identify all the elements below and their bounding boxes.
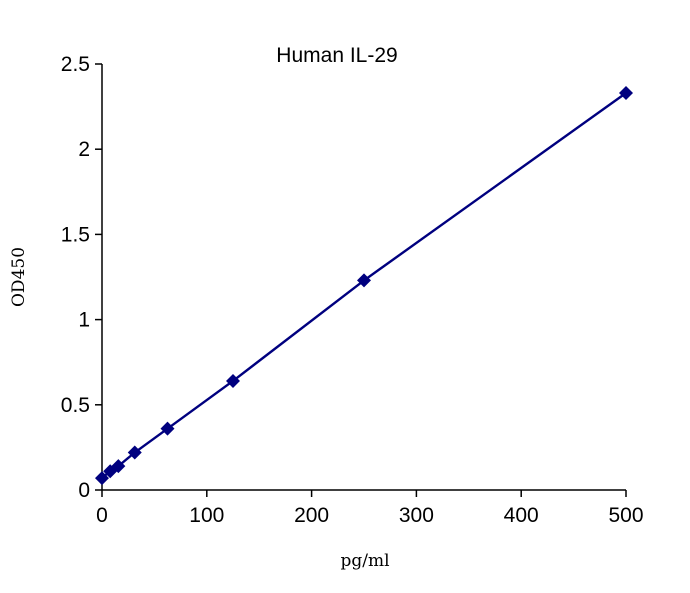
y-tick-label: 2 [78, 138, 90, 161]
data-point [160, 421, 175, 436]
y-ticks: 0 0.5 1 1.5 2 2.5 [61, 53, 102, 502]
data-point [127, 445, 142, 460]
data-point [226, 373, 240, 388]
x-axis-label: pg/ml [340, 551, 389, 571]
x-tick-label: 200 [294, 504, 329, 527]
y-axis-label: OD450 [9, 247, 29, 307]
data-point [95, 471, 109, 486]
x-tick-label: 300 [399, 504, 434, 527]
y-tick-label: 1 [78, 309, 90, 332]
chart-title: Human IL-29 [276, 44, 397, 67]
data-points [95, 85, 633, 486]
x-ticks: 0 100 200 300 400 500 [96, 490, 644, 527]
x-tick-label: 400 [504, 504, 539, 527]
x-tick-label: 100 [189, 504, 224, 527]
y-tick-label: 0 [78, 479, 90, 502]
y-tick-label: 2.5 [61, 53, 90, 76]
x-tick-label: 0 [96, 504, 108, 527]
data-point [357, 273, 371, 288]
axes [101, 64, 626, 491]
y-tick-label: 0.5 [61, 394, 90, 417]
data-point [111, 459, 126, 474]
y-tick-label: 1.5 [61, 223, 90, 246]
data-point [619, 85, 633, 100]
x-tick-label: 500 [608, 504, 643, 527]
